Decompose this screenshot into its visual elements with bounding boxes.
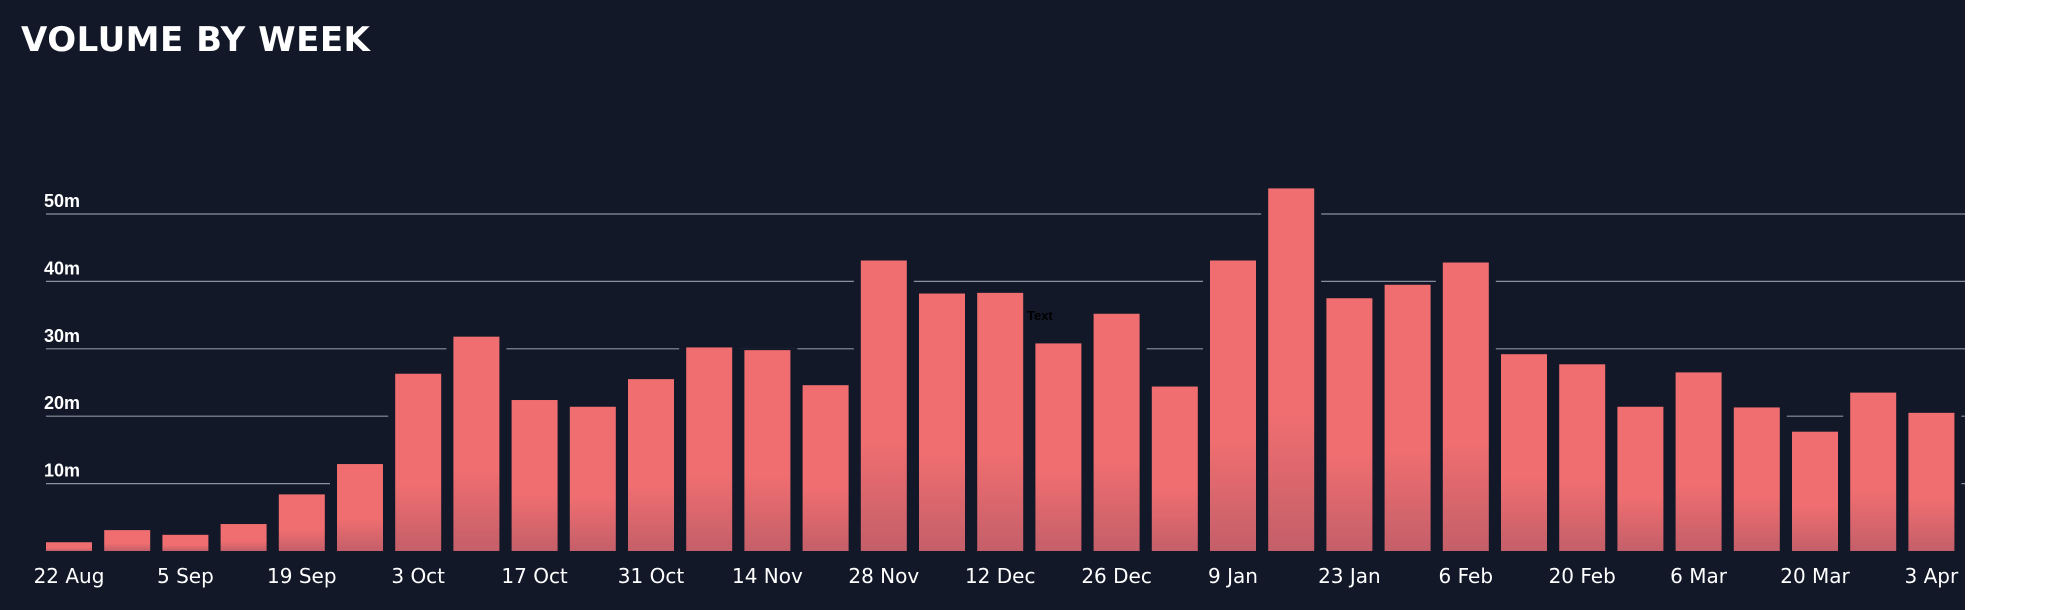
y-tick-label: 10m (44, 461, 80, 481)
bar-5-dec[interactable] (919, 293, 965, 551)
x-tick-label: 28 Nov (848, 564, 919, 588)
bar-chart: 10m 20m 30m 40m 50m 22 Aug 5 Sep 19 Sep 3 Oct 17… (34, 186, 1965, 588)
bar-23-jan[interactable] (1326, 298, 1373, 551)
bar-19-dec[interactable] (1035, 343, 1082, 551)
annotations: Text (1027, 308, 1053, 323)
y-tick-label: 20m (44, 393, 80, 413)
bar-17-oct[interactable] (511, 400, 558, 551)
y-tick-label: 40m (44, 258, 80, 278)
bar-9-jan[interactable] (1210, 260, 1256, 551)
bar-2-jan[interactable] (1151, 386, 1198, 551)
bar-13-mar[interactable] (1733, 407, 1780, 551)
bars (39, 186, 1962, 551)
x-tick-label: 6 Feb (1439, 564, 1494, 588)
bar-20-mar[interactable] (1792, 431, 1838, 551)
x-tick-label: 23 Jan (1318, 564, 1381, 588)
x-tick-label: 12 Dec (965, 564, 1036, 588)
x-tick-label: 19 Sep (267, 564, 337, 588)
x-tick-label: 5 Sep (157, 564, 214, 588)
x-tick-label: 20 Mar (1780, 564, 1850, 588)
bar-12-sep[interactable] (220, 524, 267, 551)
bar-3-apr[interactable] (1908, 412, 1955, 551)
bar-16-jan[interactable] (1268, 188, 1315, 551)
x-tick-label: 17 Oct (501, 564, 568, 588)
x-tick-label: 9 Jan (1208, 564, 1258, 588)
chart-title: VOLUME BY WEEK (21, 20, 371, 60)
y-axis-labels: 10m 20m 30m 40m 50m (44, 191, 80, 481)
x-tick-label: 3 Apr (1905, 564, 1959, 588)
x-tick-label: 20 Feb (1549, 564, 1616, 588)
bar-3-oct[interactable] (395, 373, 442, 551)
x-tick-label: 6 Mar (1670, 564, 1728, 588)
bar-22-aug[interactable] (46, 542, 92, 551)
bar-10-oct[interactable] (453, 336, 500, 551)
x-tick-label: 3 Oct (391, 564, 445, 588)
x-tick-label: 31 Oct (618, 564, 685, 588)
x-axis-labels: 22 Aug 5 Sep 19 Sep 3 Oct 17 Oct 31 Oct 14 Nov… (34, 564, 1959, 588)
x-tick-label: 26 Dec (1081, 564, 1152, 588)
bar-29-aug[interactable] (104, 530, 151, 551)
annotation-text: Text (1027, 308, 1053, 323)
bar-7-nov[interactable] (686, 347, 733, 551)
bar-6-mar[interactable] (1675, 372, 1722, 551)
x-tick-label: 22 Aug (34, 564, 105, 588)
x-tick-label: 14 Nov (732, 564, 803, 588)
bar-24-oct[interactable] (569, 406, 616, 551)
chart-panel: VOLUME BY WEEK 10m 20m 30m 40m 50m 22 Aug 5 S… (0, 0, 1965, 610)
bar-26-dec[interactable] (1093, 313, 1140, 551)
bar-19-sep[interactable] (278, 494, 325, 551)
bar-31-oct[interactable] (628, 379, 674, 551)
bar-27-mar[interactable] (1850, 392, 1897, 551)
bar-14-nov[interactable] (744, 350, 791, 551)
bar-26-sep[interactable] (337, 464, 383, 551)
bar-20-feb[interactable] (1559, 364, 1606, 551)
bar-28-nov[interactable] (860, 260, 907, 551)
bar-13-feb[interactable] (1501, 354, 1547, 551)
bar-5-sep[interactable] (162, 534, 209, 551)
bar-30-jan[interactable] (1384, 284, 1431, 551)
bar-12-dec[interactable] (977, 292, 1024, 551)
bar-6-feb[interactable] (1442, 262, 1489, 551)
y-tick-label: 50m (44, 191, 80, 211)
bar-27-feb[interactable] (1617, 406, 1664, 551)
y-tick-label: 30m (44, 326, 80, 346)
bar-21-nov[interactable] (802, 385, 849, 551)
